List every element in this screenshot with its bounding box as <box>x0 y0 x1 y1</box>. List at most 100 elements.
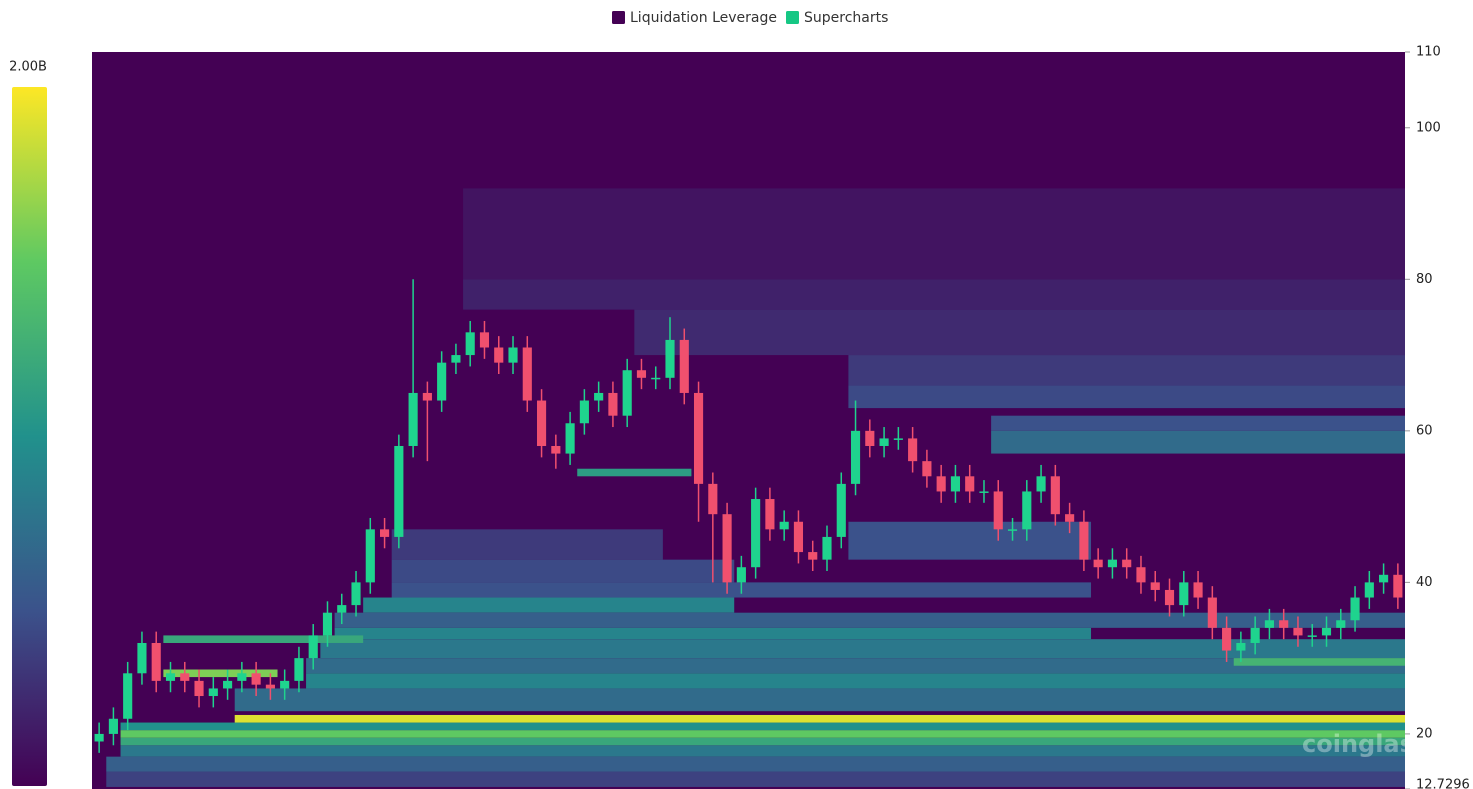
candle-body <box>337 605 347 613</box>
candle-body <box>751 499 761 568</box>
candle-body <box>1065 514 1075 522</box>
candle-body <box>1179 582 1189 606</box>
candle-body <box>922 461 932 477</box>
candle-body <box>408 392 418 446</box>
heatmap-band <box>848 521 1092 560</box>
candle-body <box>693 392 704 484</box>
candle-body <box>94 733 104 742</box>
candle-body <box>1136 567 1146 583</box>
candle-body <box>1321 627 1332 636</box>
heatmap-band <box>163 635 364 643</box>
y-tick-label: 100 <box>1416 120 1441 135</box>
candle-body <box>1050 476 1060 515</box>
candle-body <box>251 673 261 685</box>
candle-body <box>665 339 675 378</box>
candle-body <box>579 400 589 424</box>
candle-body <box>1336 620 1346 628</box>
y-tick-label: 20 <box>1416 726 1433 741</box>
y-axis: 12.7296 20 40 60 80 100 110 <box>1405 45 1470 789</box>
candle-body <box>1079 521 1089 560</box>
heatmap-band <box>463 188 1405 280</box>
heatmap-band <box>848 385 1405 409</box>
heatmap-band <box>234 714 1405 723</box>
heatmap-band <box>306 673 1405 689</box>
heatmap-band <box>334 627 1092 640</box>
candle-body <box>722 514 732 583</box>
candle-body <box>893 438 903 440</box>
heatmap-band <box>334 612 1405 628</box>
candle-body <box>636 370 647 378</box>
candle-body <box>237 673 247 681</box>
candle-body <box>494 347 504 363</box>
candle-body <box>180 673 190 681</box>
heatmap-band <box>106 771 1405 787</box>
heatmap-band <box>991 430 1405 454</box>
candle-body <box>1222 627 1232 651</box>
candle-body <box>779 521 789 530</box>
candle-body <box>679 339 689 393</box>
candle-body <box>165 673 176 681</box>
heatmap-band <box>391 529 663 560</box>
y-tick-label: 12.7296 <box>1416 778 1470 789</box>
candle-body <box>1364 582 1374 598</box>
candle-body <box>950 476 961 492</box>
candle-body <box>294 658 304 681</box>
heatmap-band <box>120 745 1405 757</box>
heatmap-band <box>163 669 278 678</box>
heatmap-band <box>848 355 1405 386</box>
candle-body <box>1250 627 1260 643</box>
candle-body <box>793 521 804 553</box>
candle-body <box>879 438 889 446</box>
candle-body <box>608 392 618 416</box>
candle-body <box>1093 559 1103 568</box>
colorbar-label: 2.00B <box>9 60 47 75</box>
candle-body <box>622 370 632 416</box>
candle-body <box>1279 620 1289 628</box>
candle-body <box>1193 582 1203 598</box>
candle-body <box>465 332 475 356</box>
y-tick-label: 60 <box>1416 423 1433 438</box>
candle-body <box>1236 642 1246 651</box>
legend-label: Liquidation Leverage <box>630 10 777 26</box>
candle-body <box>993 491 1003 530</box>
candle-body <box>308 635 318 659</box>
candle-body <box>822 536 832 560</box>
candle-body <box>265 684 275 689</box>
candle-body <box>808 552 818 560</box>
candle-body <box>1307 635 1317 637</box>
candle-body <box>1007 529 1018 531</box>
heatmap-band <box>634 309 1405 356</box>
heatmap-band <box>363 597 735 613</box>
heatmap-band <box>320 639 1405 659</box>
legend-swatch <box>786 11 799 24</box>
candle-body <box>1293 627 1303 636</box>
candle-body <box>765 499 775 530</box>
watermark: coinglass <box>1302 730 1428 758</box>
candle-body <box>208 688 218 697</box>
candle-body <box>365 529 375 583</box>
candle-body <box>936 476 946 492</box>
legend: Liquidation Leverage Supercharts <box>612 10 888 26</box>
candle-body <box>736 567 746 583</box>
candle-body <box>651 377 661 380</box>
candle-body <box>194 680 204 697</box>
candle-body <box>280 680 290 689</box>
candle-body <box>565 423 575 454</box>
heatmap-band <box>106 756 1405 772</box>
candle-body <box>1207 597 1217 628</box>
candle-body <box>1022 491 1032 530</box>
candle-body <box>1164 589 1175 606</box>
heatmap-band <box>391 559 735 583</box>
heatmap-band <box>234 688 1405 712</box>
candle-body <box>437 362 447 401</box>
candle-body <box>1150 582 1160 590</box>
candle-body <box>1107 559 1117 568</box>
candle-body <box>137 642 147 674</box>
candle-body <box>551 445 561 454</box>
candle-body <box>322 612 333 636</box>
heatmap-band <box>577 468 692 477</box>
candle-body <box>108 718 118 734</box>
candle-body <box>394 445 404 537</box>
